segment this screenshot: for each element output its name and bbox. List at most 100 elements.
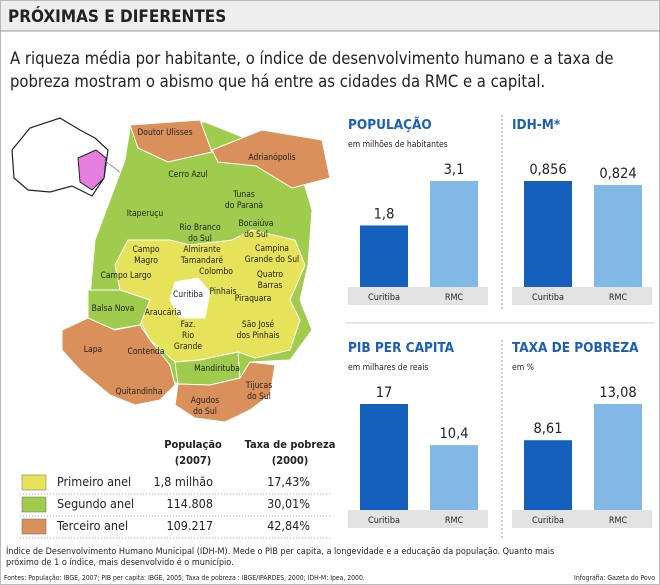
- place-label: Piraquara: [235, 294, 272, 304]
- category-label: RMC: [609, 516, 628, 526]
- place-label: Contenda: [128, 347, 165, 357]
- chart-title: IDH-M*: [512, 117, 561, 133]
- category-label: Curitiba: [532, 293, 564, 303]
- category-label: RMC: [445, 516, 464, 526]
- bar: [524, 181, 572, 287]
- category-strip: [512, 287, 652, 305]
- place-label: Pinhais: [209, 287, 236, 297]
- table-header: Taxa de pobreza: [245, 438, 336, 451]
- table-cell: 1,8 milhão: [153, 474, 213, 489]
- place-label: Bocaiúva: [239, 219, 274, 229]
- ring-area: [129, 119, 213, 163]
- place-label: do Sul: [193, 407, 217, 417]
- place-label: Tunas: [232, 190, 255, 200]
- capital-area: [169, 277, 211, 319]
- place-label: Campo: [132, 245, 159, 255]
- chart-title: TAXA DE POBREZA: [512, 340, 639, 356]
- category-strip: [512, 510, 652, 528]
- value-label: 10,4: [439, 426, 468, 442]
- bar: [594, 184, 642, 287]
- place-label: Colombo: [199, 267, 233, 277]
- footnote: Índice de Desenvolvimento Humano Municip…: [6, 545, 554, 557]
- place-label: Araucária: [145, 308, 182, 318]
- value-label: 1,8: [374, 206, 395, 222]
- category-strip: [348, 510, 488, 528]
- value-label: 0,856: [529, 162, 566, 178]
- place-label: Adrianópolis: [248, 152, 295, 163]
- chart-title: POPULAÇÃO: [348, 116, 432, 133]
- legend-swatch: [21, 474, 47, 491]
- category-label: RMC: [609, 293, 628, 303]
- table-header: (2000): [272, 454, 309, 467]
- table-header: População: [164, 438, 222, 451]
- place-label: Balsa Nova: [92, 304, 135, 314]
- legend-swatch: [21, 518, 47, 535]
- bar: [524, 440, 572, 510]
- place-label: Barras: [258, 281, 283, 291]
- ring-area: [211, 129, 331, 189]
- place-label: Almirante: [183, 245, 221, 255]
- place-label: Rio Branco: [179, 223, 221, 233]
- title: PRÓXIMAS E DIFERENTES: [8, 5, 226, 27]
- chart-subtitle: em milhões de habitantes: [348, 140, 448, 150]
- place-label: Faz.: [181, 320, 196, 330]
- state-inset: [11, 117, 131, 197]
- chart-title: PIB PER CAPITA: [348, 340, 455, 356]
- table-cell: 42,84%: [267, 518, 310, 533]
- chart-subtitle: em %: [512, 363, 534, 373]
- place-label: do Sul: [188, 234, 212, 244]
- place-label: do Sul: [247, 392, 271, 402]
- place-label: Curitiba: [173, 290, 203, 300]
- value-label: 0,824: [599, 166, 636, 182]
- place-label: Cerro Azul: [168, 170, 207, 180]
- place-label: Rio: [182, 331, 194, 341]
- place-label: Quatro: [257, 270, 284, 280]
- table-cell: 114.808: [167, 496, 214, 511]
- table-cell: 109.217: [167, 518, 214, 533]
- footnote: próximo de 1 o índice, mais desenvolvido…: [6, 557, 234, 568]
- row-label: Segundo anel: [57, 496, 134, 511]
- place-label: Lapa: [84, 345, 103, 355]
- place-label: Tamandaré: [180, 255, 223, 266]
- ring-area: [61, 317, 176, 406]
- place-label: Agudos: [191, 396, 219, 406]
- category-strip: [348, 287, 488, 305]
- table-cell: 17,43%: [267, 474, 310, 489]
- place-label: Doutor Ulisses: [137, 128, 192, 138]
- legend-swatch: [21, 496, 47, 513]
- place-label: do Paraná: [225, 201, 263, 211]
- place-label: Grande do Sul: [245, 255, 299, 265]
- place-label: do Sul: [244, 230, 268, 240]
- sources: Fontes: População: IBGE, 2007; PIB per c…: [4, 574, 365, 582]
- ring-area: [174, 361, 276, 423]
- place-label: Quitandinha: [116, 387, 163, 397]
- table-cell: 30,01%: [267, 496, 310, 511]
- subtitle: A riqueza média por habitante, o índice …: [10, 49, 614, 68]
- bar: [360, 404, 408, 510]
- value-label: 8,61: [533, 421, 562, 437]
- place-label: Magro: [134, 256, 158, 266]
- place-label: Campo Largo: [101, 271, 152, 281]
- category-label: Curitiba: [532, 516, 564, 526]
- place-label: dos Pinhais: [237, 331, 280, 341]
- bar: [594, 404, 642, 510]
- bar: [430, 181, 478, 287]
- bar: [430, 445, 478, 510]
- category-label: RMC: [445, 293, 464, 303]
- title-band: [1, 1, 659, 31]
- category-label: Curitiba: [368, 516, 400, 526]
- value-label: 17: [376, 385, 393, 401]
- row-label: Primeiro anel: [57, 474, 131, 489]
- credit: Infografia: Gazeta do Povo: [574, 574, 655, 582]
- place-label: Tijucas: [245, 381, 272, 391]
- place-label: Mandirituba: [194, 364, 240, 374]
- bar: [360, 225, 408, 287]
- category-label: Curitiba: [368, 293, 400, 303]
- place-label: São José: [242, 319, 275, 330]
- value-label: 3,1: [444, 162, 465, 178]
- value-label: 13,08: [599, 385, 636, 401]
- region-map: Doutor Ulisses Adrianópolis Cerro Azul Tuna…: [61, 119, 331, 423]
- place-label: Grande: [174, 342, 202, 352]
- row-label: Terceiro anel: [56, 518, 128, 533]
